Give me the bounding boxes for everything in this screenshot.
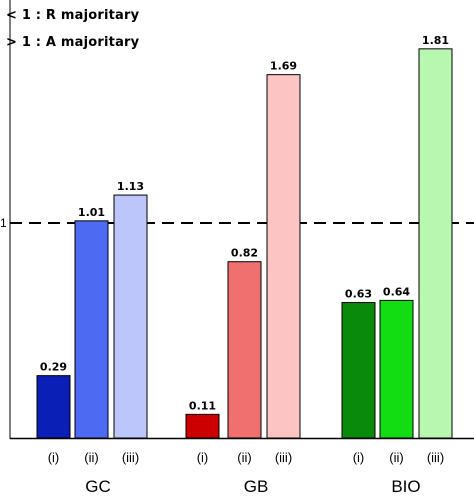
data-label-gb-2: 0.82 [231, 247, 258, 260]
bar-gc-1 [36, 375, 71, 439]
group-label-bio: BIO [391, 477, 421, 496]
data-label-gc-3: 1.13 [117, 180, 144, 193]
data-label-bio-3: 1.81 [422, 34, 449, 47]
bar-gc-3 [113, 194, 148, 439]
data-label-gb-1: 0.11 [189, 399, 216, 412]
data-label-gb-3: 1.69 [270, 60, 297, 73]
bar-gb-3 [266, 74, 301, 439]
bar-bio-1 [341, 302, 376, 439]
data-label-gc-2: 1.01 [78, 206, 105, 219]
group-label-gc: GC [85, 477, 111, 496]
data-label-gc-1: 0.29 [40, 361, 67, 374]
group-label-gb: GB [243, 477, 269, 496]
tick-label-bio-3: (iii) [427, 450, 444, 465]
data-label-bio-2: 0.64 [383, 285, 410, 298]
reference-line-label: 1 [0, 216, 7, 230]
tick-label-gb-1: (i) [197, 450, 209, 465]
tick-label-gb-3: (iii) [275, 450, 292, 465]
tick-label-gc-2: (ii) [84, 450, 98, 465]
tick-label-bio-1: (i) [353, 450, 365, 465]
tick-label-bio-2: (ii) [389, 450, 403, 465]
bar-bio-2 [379, 299, 414, 439]
tick-label-gb-2: (ii) [237, 450, 251, 465]
bar-gb-1 [185, 413, 220, 439]
bar-gc-2 [74, 220, 109, 439]
legend-text-below-one: < 1 : R majoritary [6, 8, 140, 23]
bar-gb-2 [227, 261, 262, 439]
bar-bio-3 [418, 48, 453, 439]
tick-label-gc-1: (i) [48, 450, 60, 465]
tick-label-gc-3: (iii) [122, 450, 139, 465]
legend-text-above-one: > 1 : A majoritary [6, 35, 140, 50]
data-label-bio-1: 0.63 [345, 288, 372, 301]
